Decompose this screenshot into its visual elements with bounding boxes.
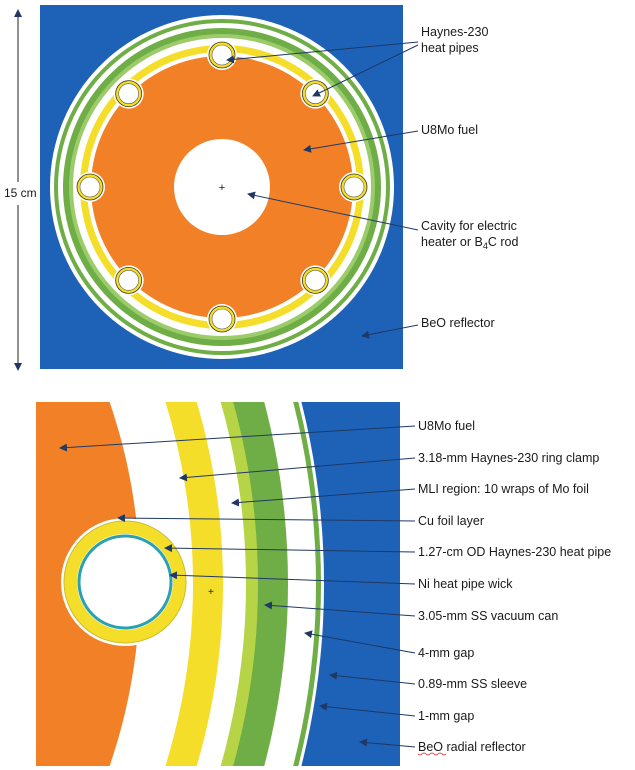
heat-pipe-8 [113, 78, 144, 109]
dimension-15cm: 15 cm [4, 9, 37, 371]
zoom-leader-2 [179, 457, 416, 482]
label-fuel-top: U8Mo fuel [421, 123, 478, 137]
zoom-leader-10 [319, 702, 416, 717]
label-heat-pipes-line1: Haynes-230 [421, 25, 488, 39]
zoom-label-5: 1.27-cm OD Haynes-230 heat pipe [418, 545, 611, 559]
leader-fuel [303, 130, 419, 153]
zoom-leader-7 [264, 601, 416, 617]
zoom-label-10: 1-mm gap [418, 709, 474, 723]
zoom-leader-3 [231, 488, 416, 507]
central-cavity [174, 139, 270, 235]
heat-pipe-bore [305, 270, 326, 291]
zoom-label-8: 4-mm gap [418, 646, 474, 660]
leader-heat-pipe-b [312, 44, 419, 97]
zoom-label-4: Cu foil layer [418, 514, 484, 528]
zoom-leader-6 [169, 571, 416, 585]
heat-pipe-bore [118, 270, 139, 291]
label-heat-pipes-line2: heat pipes [421, 41, 479, 55]
heat-pipe-1 [207, 40, 237, 70]
heat-pipe-bore [118, 83, 139, 104]
zoom-leader-8 [304, 630, 416, 654]
cavity-center-mark: + [219, 182, 225, 194]
top-leaders [226, 41, 419, 339]
zoom-leader-11 [359, 738, 416, 748]
zoom-label-9: 0.89-mm SS sleeve [418, 677, 527, 691]
spellcheck-underline [417, 752, 447, 756]
zoom-leader-1 [59, 425, 416, 452]
zoom-ni-wick [77, 534, 173, 630]
heat-pipe-bore [211, 308, 233, 330]
zoom-leader-4 [117, 514, 416, 523]
zoom-center-mark: + [208, 587, 214, 598]
heat-pipe-2 [300, 78, 331, 109]
leader-reflector [361, 324, 419, 339]
zoom-label-7: 3.05-mm SS vacuum can [418, 609, 558, 623]
label-cavity-line1: Cavity for electric [421, 219, 517, 233]
heat-pipe-3 [339, 172, 369, 202]
leader-heat-pipe-a [226, 41, 419, 64]
label-cavity-line2: heater or B4C rod [421, 235, 518, 251]
heat-pipe-bore [343, 176, 365, 198]
heat-pipe-bore [79, 176, 101, 198]
heat-pipe-6 [113, 265, 144, 296]
zoom-leader-9 [329, 671, 416, 685]
heat-pipe-bore [211, 44, 233, 66]
heat-pipe-7 [75, 172, 105, 202]
bottom-leaders [59, 425, 447, 756]
dimension-label: 15 cm [4, 186, 37, 200]
zoom-label-2: 3.18-mm Haynes-230 ring clamp [418, 451, 599, 465]
heat-pipe-bore [305, 83, 326, 104]
zoom-label-3: MLI region: 10 wraps of Mo foil [418, 482, 589, 496]
bottom-labels: U8Mo fuel 3.18-mm Haynes-230 ring clamp ML… [418, 419, 611, 754]
label-reflector-top: BeO reflector [421, 316, 495, 330]
zoom-heat-pipe-inner [77, 534, 173, 630]
top-cross-section: + [40, 5, 403, 369]
leader-cavity [247, 191, 419, 231]
zoom-label-6: Ni heat pipe wick [418, 577, 513, 591]
heat-pipe-4 [300, 265, 331, 296]
zoom-label-11: BeO radial reflector [418, 740, 526, 754]
zoom-label-1: U8Mo fuel [418, 419, 475, 433]
heat-pipe-5 [207, 304, 237, 334]
zoom-leader-5 [164, 544, 416, 553]
top-labels: Haynes-230 heat pipes U8Mo fuel Cavity f… [421, 25, 518, 330]
